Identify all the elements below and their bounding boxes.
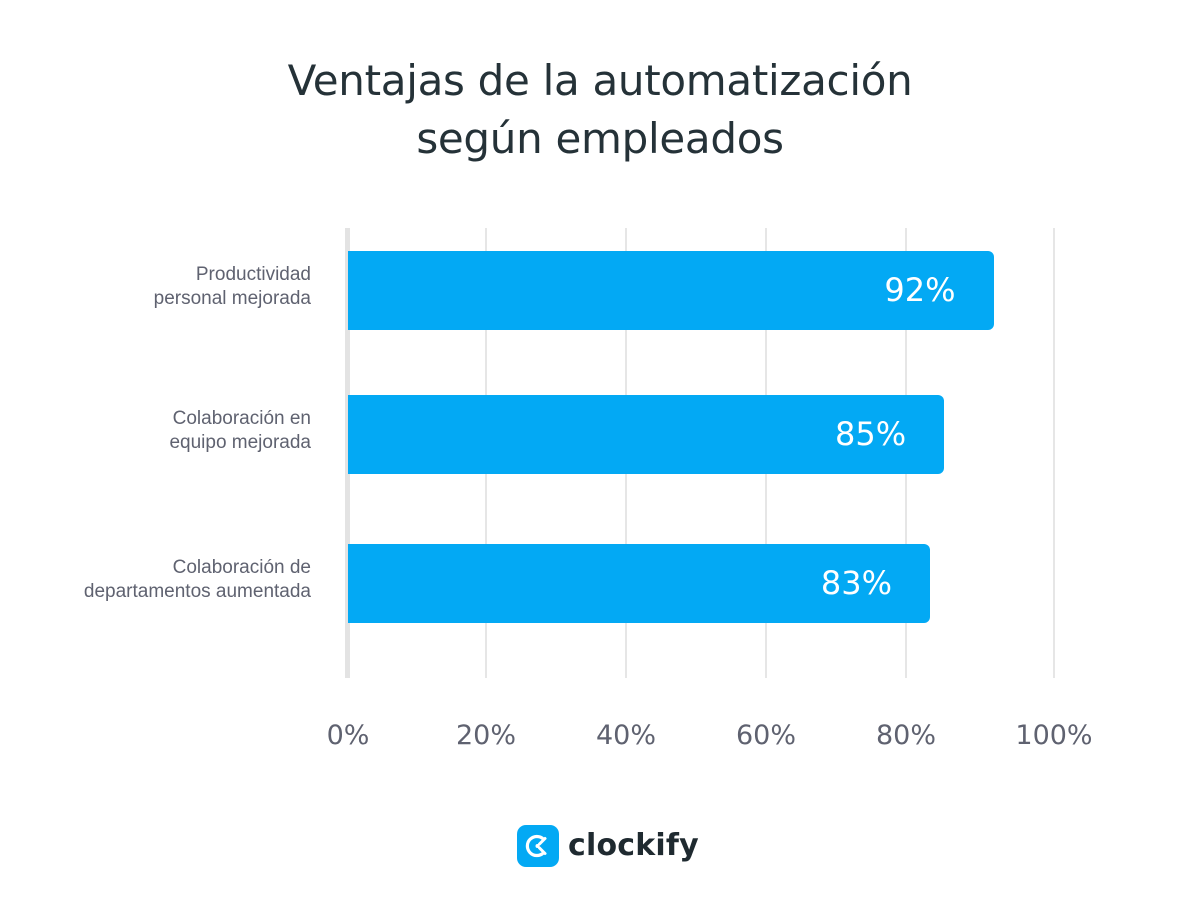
chart-title-line-2: según empleados xyxy=(416,114,784,163)
clockify-logo-text: clockify xyxy=(568,828,699,863)
category-label-line: personal mejorada xyxy=(153,288,311,309)
category-label-line: Colaboración en xyxy=(172,408,311,429)
chart-title-line-1: Ventajas de la automatización xyxy=(287,56,913,105)
category-label: Colaboración en equipo mejorada xyxy=(11,407,311,455)
x-tick-label: 60% xyxy=(735,720,796,751)
bar-value-label: 85% xyxy=(834,415,907,453)
clockify-logo: clockify xyxy=(517,824,699,867)
x-tick-label: 80% xyxy=(875,720,936,751)
bar-colaboracion-equipo: 85% xyxy=(348,395,945,474)
category-label: Productividad personal mejorada xyxy=(11,263,311,311)
x-tick-label: 20% xyxy=(455,720,516,751)
gridline-100 xyxy=(1053,228,1055,678)
category-label-line: departamentos aumentada xyxy=(83,581,311,602)
category-label-line: Colaboración de xyxy=(172,557,311,578)
x-tick-label: 0% xyxy=(326,720,370,751)
category-label: Colaboración de departamentos aumentada xyxy=(11,556,311,604)
x-tick-label: 40% xyxy=(595,720,656,751)
bar-value-label: 83% xyxy=(820,564,892,602)
y-axis-line xyxy=(345,228,350,678)
bar-value-label: 92% xyxy=(884,271,956,309)
x-tick-label: 100% xyxy=(1015,720,1093,751)
clockify-logo-icon xyxy=(517,824,559,867)
bar-colaboracion-departamentos: 83% xyxy=(348,544,930,623)
chart-title: Ventajas de la automatización según empl… xyxy=(0,52,1200,168)
category-label-line: equipo mejorada xyxy=(169,432,311,453)
category-label-line: Productividad xyxy=(195,264,311,285)
bar-productividad: 92% xyxy=(348,251,994,330)
